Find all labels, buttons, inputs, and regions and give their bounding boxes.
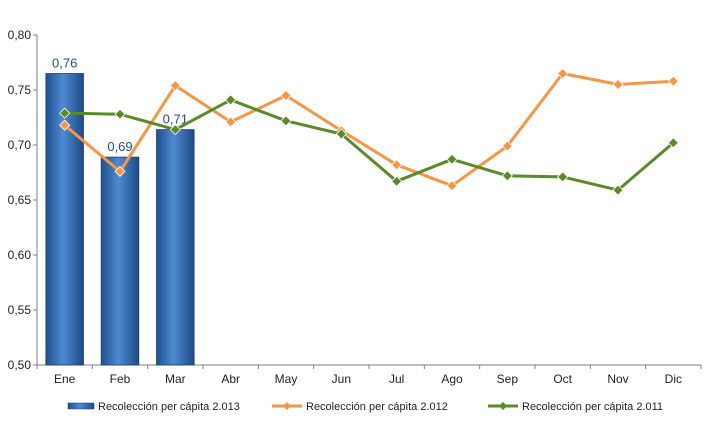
data-point bbox=[114, 108, 126, 120]
bar-data-label: 0,76 bbox=[52, 56, 77, 71]
line-series-2 bbox=[59, 94, 679, 196]
series-line bbox=[64, 98, 675, 192]
legend-marker bbox=[499, 402, 507, 410]
data-point bbox=[391, 159, 403, 171]
data-point bbox=[169, 124, 181, 136]
x-tick-label: May bbox=[275, 372, 298, 386]
data-point bbox=[612, 184, 624, 196]
data-point bbox=[667, 75, 679, 87]
y-tick-label: 0,60 bbox=[8, 248, 32, 262]
x-tick-label: Nov bbox=[607, 372, 628, 386]
series-line bbox=[63, 72, 674, 188]
legend-item: Recolección per cápita 2.013 bbox=[67, 401, 240, 413]
data-point bbox=[501, 140, 513, 152]
data-point bbox=[280, 115, 292, 127]
data-point bbox=[446, 153, 458, 165]
legend-swatch bbox=[67, 402, 95, 410]
bar-data-label: 0,71 bbox=[163, 112, 188, 127]
legend-item: Recolección per cápita 2.011 bbox=[488, 401, 663, 413]
legend-label: Recolección per cápita 2.012 bbox=[306, 401, 448, 413]
y-tick-label: 0,75 bbox=[8, 83, 32, 97]
y-axis-ticks: 0,50 0,55 0,60 0,65 0,70 0,75 0,80 bbox=[8, 28, 37, 372]
x-tick-label: Abr bbox=[221, 372, 240, 386]
y-tick-label: 0,70 bbox=[8, 138, 32, 152]
x-tick-label: Mar bbox=[165, 372, 186, 386]
data-point bbox=[225, 94, 237, 106]
x-tick-label: Feb bbox=[110, 372, 131, 386]
data-point bbox=[59, 107, 71, 119]
legend-item: Recolección per cápita 2.012 bbox=[272, 401, 448, 413]
x-axis-ticks: Ene Feb Mar Abr May Jun Jul Ago Sep Oct Nov Dic bbox=[36, 365, 702, 386]
x-tick-label: Jul bbox=[389, 372, 404, 386]
x-tick-label: Sep bbox=[497, 372, 519, 386]
data-point bbox=[114, 165, 126, 177]
data-point bbox=[501, 170, 513, 182]
data-point bbox=[667, 137, 679, 149]
y-tick-label: 0,50 bbox=[8, 358, 32, 372]
data-point bbox=[59, 119, 71, 131]
x-tick-label: Jun bbox=[332, 372, 351, 386]
data-point bbox=[280, 89, 292, 102]
data-point bbox=[446, 180, 458, 192]
bar bbox=[156, 129, 195, 366]
y-tick-label: 0,80 bbox=[8, 28, 32, 42]
data-point bbox=[169, 80, 181, 92]
data-point bbox=[225, 116, 237, 128]
line-series-1 bbox=[59, 67, 679, 192]
bar bbox=[100, 156, 140, 366]
data-point bbox=[391, 175, 403, 187]
legend-label: Recolección per cápita 2.011 bbox=[522, 401, 663, 413]
legend: Recolección per cápita 2.013 Recolección … bbox=[67, 401, 663, 413]
bar-data-label: 0,69 bbox=[107, 139, 132, 154]
line-series bbox=[59, 67, 679, 196]
x-tick-label: Dic bbox=[665, 372, 682, 386]
x-tick-label: Oct bbox=[553, 372, 572, 386]
data-point bbox=[557, 171, 569, 183]
x-tick-label: Ene bbox=[54, 372, 76, 386]
y-tick-label: 0,55 bbox=[8, 303, 32, 317]
data-point bbox=[335, 128, 347, 140]
y-tick-label: 0,65 bbox=[8, 193, 32, 207]
legend-label: Recolección per cápita 2.013 bbox=[98, 401, 240, 413]
bar-data-labels: 0,76 0,69 0,71 bbox=[52, 56, 188, 155]
data-point bbox=[557, 67, 569, 80]
data-point bbox=[612, 78, 624, 91]
legend-marker bbox=[283, 402, 291, 410]
x-tick-label: Ago bbox=[441, 372, 463, 386]
